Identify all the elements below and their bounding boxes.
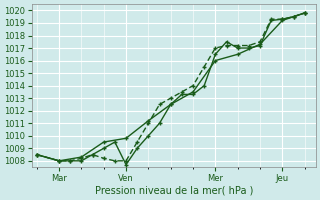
X-axis label: Pression niveau de la mer( hPa ): Pression niveau de la mer( hPa ) [95,186,253,196]
